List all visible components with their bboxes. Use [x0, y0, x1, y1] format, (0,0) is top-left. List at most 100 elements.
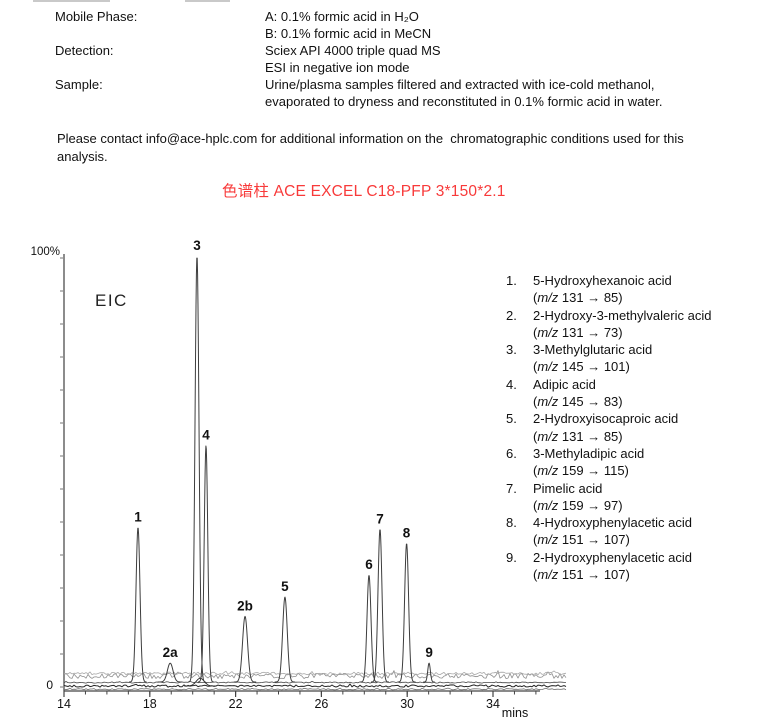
legend-item: 2. 2-Hydroxy-3-methylvaleric acid (m/z 131… — [506, 307, 770, 342]
legend-item-name: 2-Hydroxyisocaproic acid — [533, 411, 679, 427]
peak-6 — [359, 575, 379, 683]
legend-item: 1. 5-Hydroxyhexanoic acid (m/z 131 → 85) — [506, 272, 770, 307]
chart-axes — [63, 254, 540, 692]
legend-name-row: 4. Adipic acid — [506, 376, 770, 393]
legend-item-mz: (m/z 131 → 73) — [533, 324, 623, 340]
peak-label-3: 3 — [193, 238, 201, 253]
legend-item-number: 2. — [506, 307, 517, 323]
legend-item-mz: (m/z 159 → 115) — [533, 463, 629, 479]
peak-9 — [423, 662, 435, 683]
condition-row: Detection: Sciex API 4000 triple quad MS E… — [55, 42, 745, 76]
minor-bumps — [184, 677, 217, 687]
peak-3 — [187, 257, 206, 683]
condition-value: Sciex API 4000 triple quad MS ESI in nega… — [265, 42, 745, 76]
legend-item-number: 1. — [506, 273, 517, 288]
peak-4 — [197, 445, 214, 683]
legend-item-number: 4. — [506, 376, 517, 392]
legend-item: 5. 2-Hydroxyisocaproic acid (m/z 131 → 85) — [506, 410, 770, 445]
x-axis-ticks — [63, 691, 537, 697]
legend-name-row: 3. 3-Methylglutaric acid — [506, 341, 770, 358]
peaks — [128, 257, 435, 683]
svg-text:26: 26 — [314, 697, 328, 711]
x-axis-tick-labels: 14 18 22 26 30 34 — [57, 697, 500, 711]
peak-2a — [157, 662, 183, 683]
peak-labels: 1 2a 3 4 2b 5 6 7 8 9 — [134, 238, 433, 660]
condition-label: Mobile Phase: — [55, 9, 138, 24]
peak-label-2b: 2b — [237, 598, 253, 613]
legend-item-number: 5. — [506, 411, 517, 427]
legend-item: 6. 3-Methyladipic acid (m/z 159 → 115) — [506, 445, 770, 480]
peak-1 — [128, 527, 147, 683]
y-axis-top-label: 100% — [30, 246, 60, 258]
column-title: 色谱柱 ACE EXCEL C18-PFP 3*150*2.1 — [222, 183, 506, 200]
legend-item-name: 3-Methyladipic acid — [533, 445, 645, 461]
svg-text:34: 34 — [486, 697, 500, 711]
peak-label-7: 7 — [376, 511, 384, 526]
peak-8 — [397, 543, 416, 683]
baseline-noise-traces — [63, 670, 567, 691]
legend-item: 3. 3-Methylglutaric acid (m/z 145 → 101) — [506, 341, 770, 376]
legend-item: 9. 2-Hydroxyphenylacetic acid (m/z 151 → 1… — [506, 549, 770, 584]
condition-value-line: Sciex API 4000 triple quad MS — [265, 43, 441, 58]
legend-item-mz: (m/z 145 → 101) — [533, 359, 630, 375]
legend-item: 7. Pimelic acid (m/z 159 → 97) — [506, 480, 770, 515]
legend-item-mz: (m/z 159 → 97) — [533, 497, 623, 513]
legend-item-number: 3. — [506, 342, 517, 358]
legend-item-name: Pimelic acid — [533, 480, 603, 496]
condition-value: Urine/plasma samples filtered and extrac… — [265, 76, 745, 110]
peak-label-8: 8 — [403, 525, 411, 540]
peak-7 — [370, 529, 390, 683]
legend-item-name: Adipic acid — [533, 376, 596, 392]
condition-label: Sample: — [55, 77, 103, 92]
peak-label-4: 4 — [202, 428, 210, 443]
chart-title: EIC — [95, 291, 128, 310]
legend-name-row: 7. Pimelic acid — [506, 480, 770, 497]
legend-item-name: 4-Hydroxyphenylacetic acid — [533, 515, 692, 531]
legend-item: 8. 4-Hydroxyphenylacetic acid (m/z 151 → 1… — [506, 514, 770, 549]
legend-name-row: 9. 2-Hydroxyphenylacetic acid — [506, 549, 770, 566]
contact-note: Please contact info@ace-hplc.com for add… — [57, 131, 688, 164]
compound-legend: 1. 5-Hydroxyhexanoic acid (m/z 131 → 85) 2.… — [506, 272, 770, 583]
legend-item-mz: (m/z 131 → 85) — [533, 428, 623, 444]
conditions-table: Mobile Phase: A: 0.1% formic acid in H₂O B… — [55, 8, 745, 110]
chromatogram-figure: EIC 100% 0 mins 14 18 22 26 30 34 1 2a 3 4 2b 5 6 7 8 9 — [0, 228, 774, 726]
condition-value-line: A: 0.1% formic acid in H₂O — [265, 9, 419, 24]
legend-name-row: 8. 4-Hydroxyphenylacetic acid — [506, 514, 770, 531]
peak-2b — [233, 615, 257, 683]
condition-value-line: B: 0.1% formic acid in MeCN — [265, 26, 432, 41]
legend-item-mz: (m/z 131 → 85) — [533, 290, 623, 306]
peak-label-6: 6 — [365, 557, 373, 572]
legend-item-name: 2-Hydroxy-3-methylvaleric acid — [533, 307, 712, 323]
cropped-text-artifact — [185, 0, 230, 2]
legend-item-number: 9. — [506, 549, 517, 565]
x-axis-unit-label: mins — [501, 706, 529, 720]
legend-name-row: 1. 5-Hydroxyhexanoic acid — [506, 272, 770, 289]
peak-label-2a: 2a — [163, 645, 179, 660]
condition-value: A: 0.1% formic acid in H₂O B: 0.1% formic… — [265, 8, 745, 42]
cropped-text-artifact — [33, 0, 110, 2]
condition-value-line: Urine/plasma samples filtered and extrac… — [265, 77, 655, 92]
legend-name-row: 5. 2-Hydroxyisocaproic acid — [506, 410, 770, 427]
legend-item-number: 7. — [506, 480, 517, 496]
legend-name-row: 2. 2-Hydroxy-3-methylvaleric acid — [506, 307, 770, 324]
legend-item-name: 3-Methylglutaric acid — [533, 342, 653, 358]
svg-text:22: 22 — [229, 697, 243, 711]
svg-text:30: 30 — [400, 697, 414, 711]
legend-item-mz: (m/z 151 → 107) — [533, 567, 630, 583]
peak-5 — [274, 596, 296, 683]
legend-item-name: 2-Hydroxyphenylacetic acid — [533, 549, 692, 565]
legend-name-row: 6. 3-Methyladipic acid — [506, 445, 770, 462]
legend-item: 4. Adipic acid (m/z 145 → 83) — [506, 376, 770, 411]
svg-text:14: 14 — [57, 697, 71, 711]
condition-row: Sample: Urine/plasma samples filtered and… — [55, 76, 745, 110]
y-axis-ticks — [60, 257, 64, 688]
condition-label: Detection: — [55, 43, 114, 58]
legend-item-name: 5-Hydroxyhexanoic acid — [533, 273, 672, 288]
peak-label-5: 5 — [281, 579, 289, 594]
peak-label-9: 9 — [425, 645, 433, 660]
svg-text:18: 18 — [143, 697, 157, 711]
legend-item-mz: (m/z 145 → 83) — [533, 394, 623, 410]
y-axis-bottom-label: 0 — [46, 678, 53, 692]
peak-label-1: 1 — [134, 510, 142, 525]
